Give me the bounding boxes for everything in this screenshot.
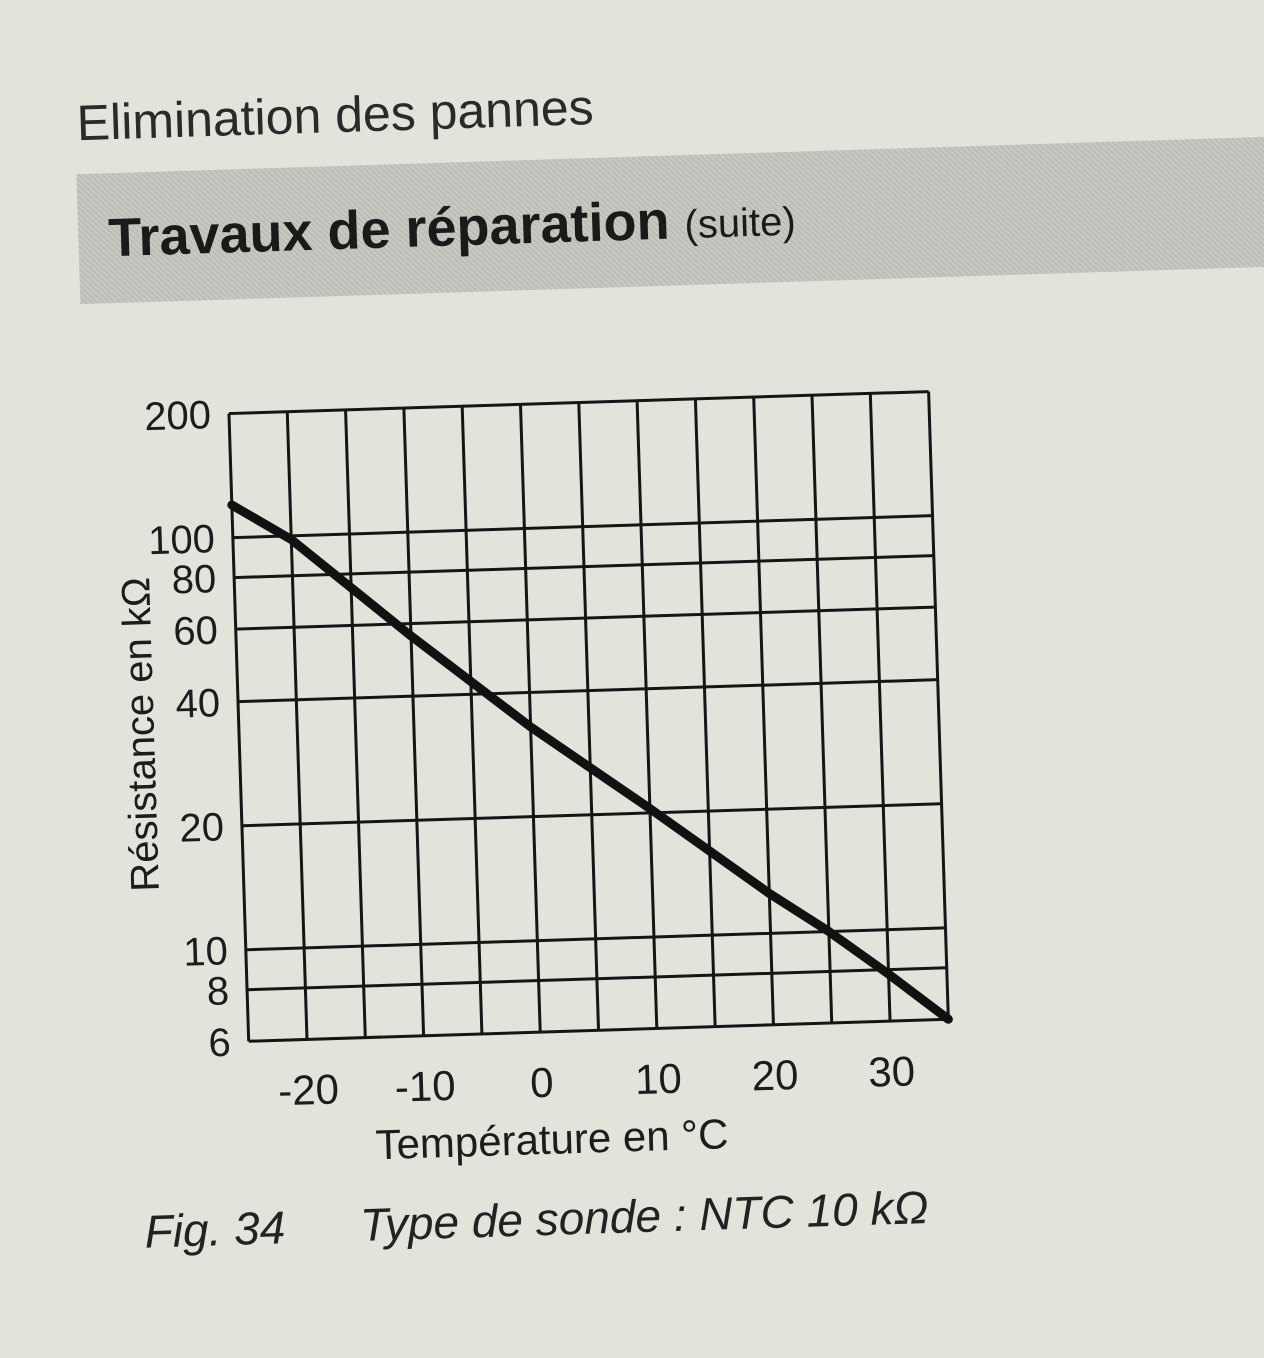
y-tick-label: 60 [173, 609, 219, 654]
x-tick-label: -20 [278, 1065, 340, 1114]
y-axis-title: Résistance en kΩ [114, 577, 168, 893]
grid-line-vertical [810, 395, 834, 1023]
grid-line-vertical [927, 391, 950, 1020]
x-tick-labels: -20 -10 0 10 20 30 [278, 1047, 916, 1114]
grid-line-horizontal [237, 678, 938, 704]
series-line [227, 500, 953, 1024]
grid-line-vertical [402, 408, 426, 1036]
grid-line-horizontal [248, 1017, 949, 1043]
grid [227, 390, 950, 1043]
y-tick-label: 40 [175, 681, 221, 726]
grid-line-vertical [635, 400, 659, 1029]
grid-line-vertical [518, 404, 542, 1033]
x-tick-label: 30 [868, 1047, 916, 1095]
x-axis-title: Température en °C [375, 1110, 729, 1168]
x-tick-label: 20 [751, 1051, 799, 1099]
grid-line-horizontal [234, 554, 934, 580]
y-tick-label: 20 [179, 805, 225, 850]
grid-line-horizontal [235, 605, 936, 631]
y-tick-label: 80 [171, 557, 217, 602]
y-tick-label: 100 [147, 517, 215, 563]
grid-line-horizontal [228, 390, 929, 416]
grid-line-vertical [693, 398, 717, 1027]
y-tick-label: 10 [183, 929, 229, 974]
grid-line-horizontal [232, 514, 933, 540]
grid-line-vertical [752, 397, 775, 1025]
y-tick-label: 6 [208, 1021, 232, 1066]
figure-label: Fig. 34 [143, 1201, 287, 1258]
y-tick-label: 8 [206, 969, 230, 1014]
grid-line-vertical [460, 406, 484, 1034]
grid-line-horizontal [241, 802, 942, 828]
grid-line-vertical [285, 411, 309, 1040]
y-tick-label: 200 [144, 393, 212, 439]
grid-line-horizontal [247, 966, 947, 992]
x-tick-label: 0 [529, 1059, 554, 1107]
grid-line-vertical [577, 402, 601, 1031]
x-tick-label: -10 [394, 1062, 456, 1111]
grid-line-vertical [227, 413, 251, 1042]
grid-line-vertical [344, 409, 367, 1038]
x-tick-label: 10 [634, 1055, 682, 1103]
grid-line-vertical [868, 393, 892, 1022]
